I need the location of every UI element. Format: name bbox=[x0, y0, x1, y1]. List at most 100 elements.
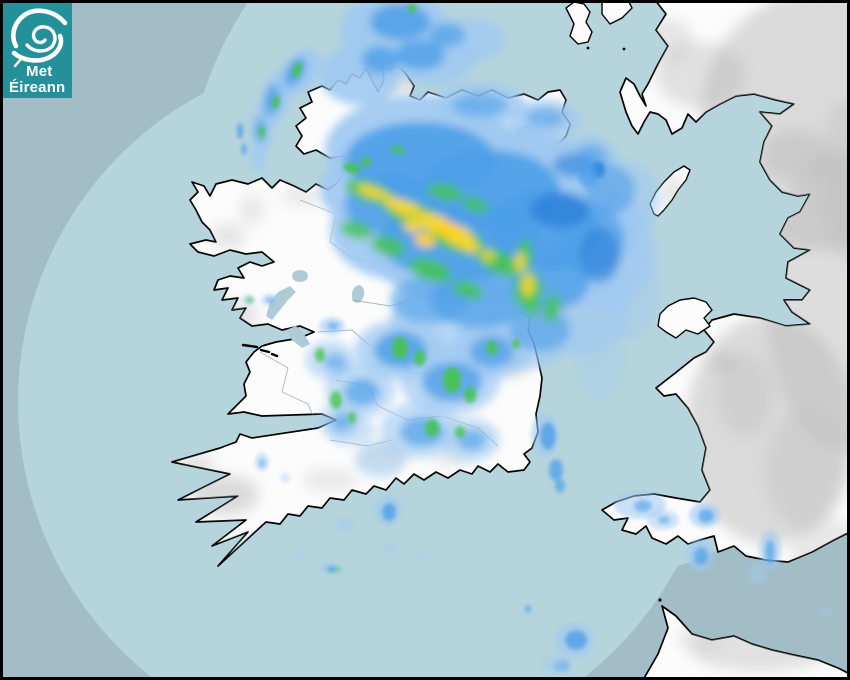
lundy-island-dot bbox=[658, 598, 662, 602]
islet-dot bbox=[622, 47, 626, 51]
rain-cell bbox=[259, 459, 265, 467]
rain-cell bbox=[370, 4, 430, 40]
rainfall-overlay-cells bbox=[237, 4, 832, 674]
rain-cell bbox=[391, 145, 405, 155]
rain-cell bbox=[259, 126, 265, 138]
rain-cell bbox=[658, 516, 670, 524]
rain-cell bbox=[272, 95, 280, 109]
rain-cell bbox=[251, 144, 265, 172]
rain-cell bbox=[331, 413, 353, 431]
spiral-tail-tick bbox=[13, 57, 23, 68]
aran-islands bbox=[241, 343, 279, 358]
rain-cell bbox=[392, 337, 408, 359]
rain-cell bbox=[634, 500, 652, 512]
rain-cell bbox=[336, 518, 354, 532]
rain-cell bbox=[765, 540, 775, 564]
rain-cell bbox=[542, 654, 570, 674]
rain-cell bbox=[340, 221, 372, 239]
rain-cell bbox=[429, 23, 465, 47]
anglesey-island bbox=[657, 297, 713, 339]
met-eireann-logo: Met Éireann bbox=[3, 3, 72, 98]
rain-cell bbox=[395, 40, 445, 70]
rain-cell bbox=[425, 419, 439, 437]
spiral-core bbox=[25, 25, 57, 53]
rain-cell bbox=[698, 509, 714, 523]
rain-cell bbox=[543, 294, 561, 322]
rain-cell bbox=[436, 221, 460, 239]
islay-island bbox=[565, 3, 593, 45]
rain-cell bbox=[330, 391, 342, 409]
rain-cell bbox=[315, 348, 325, 362]
rain-cell bbox=[280, 473, 290, 483]
rain-cell bbox=[323, 353, 347, 371]
rain-cell bbox=[694, 547, 708, 565]
rain-cell bbox=[361, 157, 371, 167]
hill-shading-blob bbox=[302, 469, 358, 491]
rain-cell bbox=[460, 239, 480, 253]
rain-cell bbox=[407, 4, 417, 12]
logo-text-line1: Met bbox=[26, 63, 52, 80]
rain-cell bbox=[464, 387, 476, 403]
rain-cell bbox=[415, 552, 425, 560]
rain-cell bbox=[525, 605, 531, 613]
hill-shading-blob bbox=[239, 195, 265, 225]
hill-shading-blob bbox=[717, 353, 773, 437]
lough-corrib bbox=[266, 286, 296, 320]
rain-cell bbox=[237, 123, 243, 139]
rain-cell bbox=[525, 108, 565, 128]
rain-cell bbox=[292, 62, 302, 78]
rain-cell bbox=[383, 195, 397, 205]
lough-ree bbox=[351, 285, 365, 303]
rain-cell bbox=[348, 412, 356, 424]
rain-cell bbox=[362, 46, 398, 74]
rain-cell bbox=[344, 378, 380, 406]
spiral-arm-top bbox=[11, 8, 68, 49]
spiral-arm-bottom bbox=[11, 33, 64, 63]
rain-cell bbox=[408, 258, 452, 282]
rain-cell bbox=[578, 163, 598, 187]
jura-island bbox=[601, 3, 633, 25]
rain-cell bbox=[415, 232, 435, 248]
rain-cell bbox=[461, 197, 489, 213]
rain-cell bbox=[575, 320, 625, 400]
rain-cell bbox=[540, 422, 556, 450]
rain-cell bbox=[427, 183, 463, 201]
rain-cell bbox=[327, 322, 339, 330]
rain-cell bbox=[452, 93, 508, 117]
rain-cell bbox=[522, 273, 534, 297]
rain-cell bbox=[356, 185, 388, 199]
lough-mask bbox=[292, 270, 308, 282]
rain-cell bbox=[370, 236, 406, 256]
rain-cell bbox=[443, 367, 461, 393]
hill-shading-blob bbox=[280, 187, 324, 205]
rain-cell bbox=[555, 479, 565, 493]
hill-shading-blob bbox=[707, 351, 737, 373]
rain-cell bbox=[820, 609, 832, 615]
hill-shading-blob bbox=[765, 410, 845, 530]
rain-cell bbox=[512, 339, 520, 349]
rain-cell bbox=[515, 252, 525, 272]
rain-cell bbox=[355, 442, 405, 478]
rain-cell bbox=[414, 350, 426, 366]
rain-cell bbox=[530, 192, 590, 228]
rain-cell bbox=[748, 564, 766, 584]
hill-shading-blob bbox=[761, 129, 829, 181]
hill-shading-blob bbox=[210, 223, 246, 249]
rain-cell bbox=[241, 143, 247, 155]
rain-cell bbox=[580, 227, 620, 283]
rain-cell bbox=[242, 295, 254, 305]
rain-cell bbox=[452, 280, 484, 300]
lough-derg bbox=[286, 326, 310, 348]
rain-cell bbox=[266, 297, 274, 303]
small-islands bbox=[241, 46, 662, 602]
rain-cell bbox=[382, 503, 396, 521]
rain-cell bbox=[390, 276, 470, 324]
rain-cell bbox=[383, 543, 397, 553]
rain-cell bbox=[327, 566, 337, 572]
met-eireann-spiral-icon bbox=[11, 8, 68, 68]
islet-dot bbox=[586, 46, 590, 50]
rain-cell bbox=[455, 426, 465, 438]
rain-cell bbox=[486, 341, 498, 355]
rain-cell bbox=[295, 551, 305, 559]
